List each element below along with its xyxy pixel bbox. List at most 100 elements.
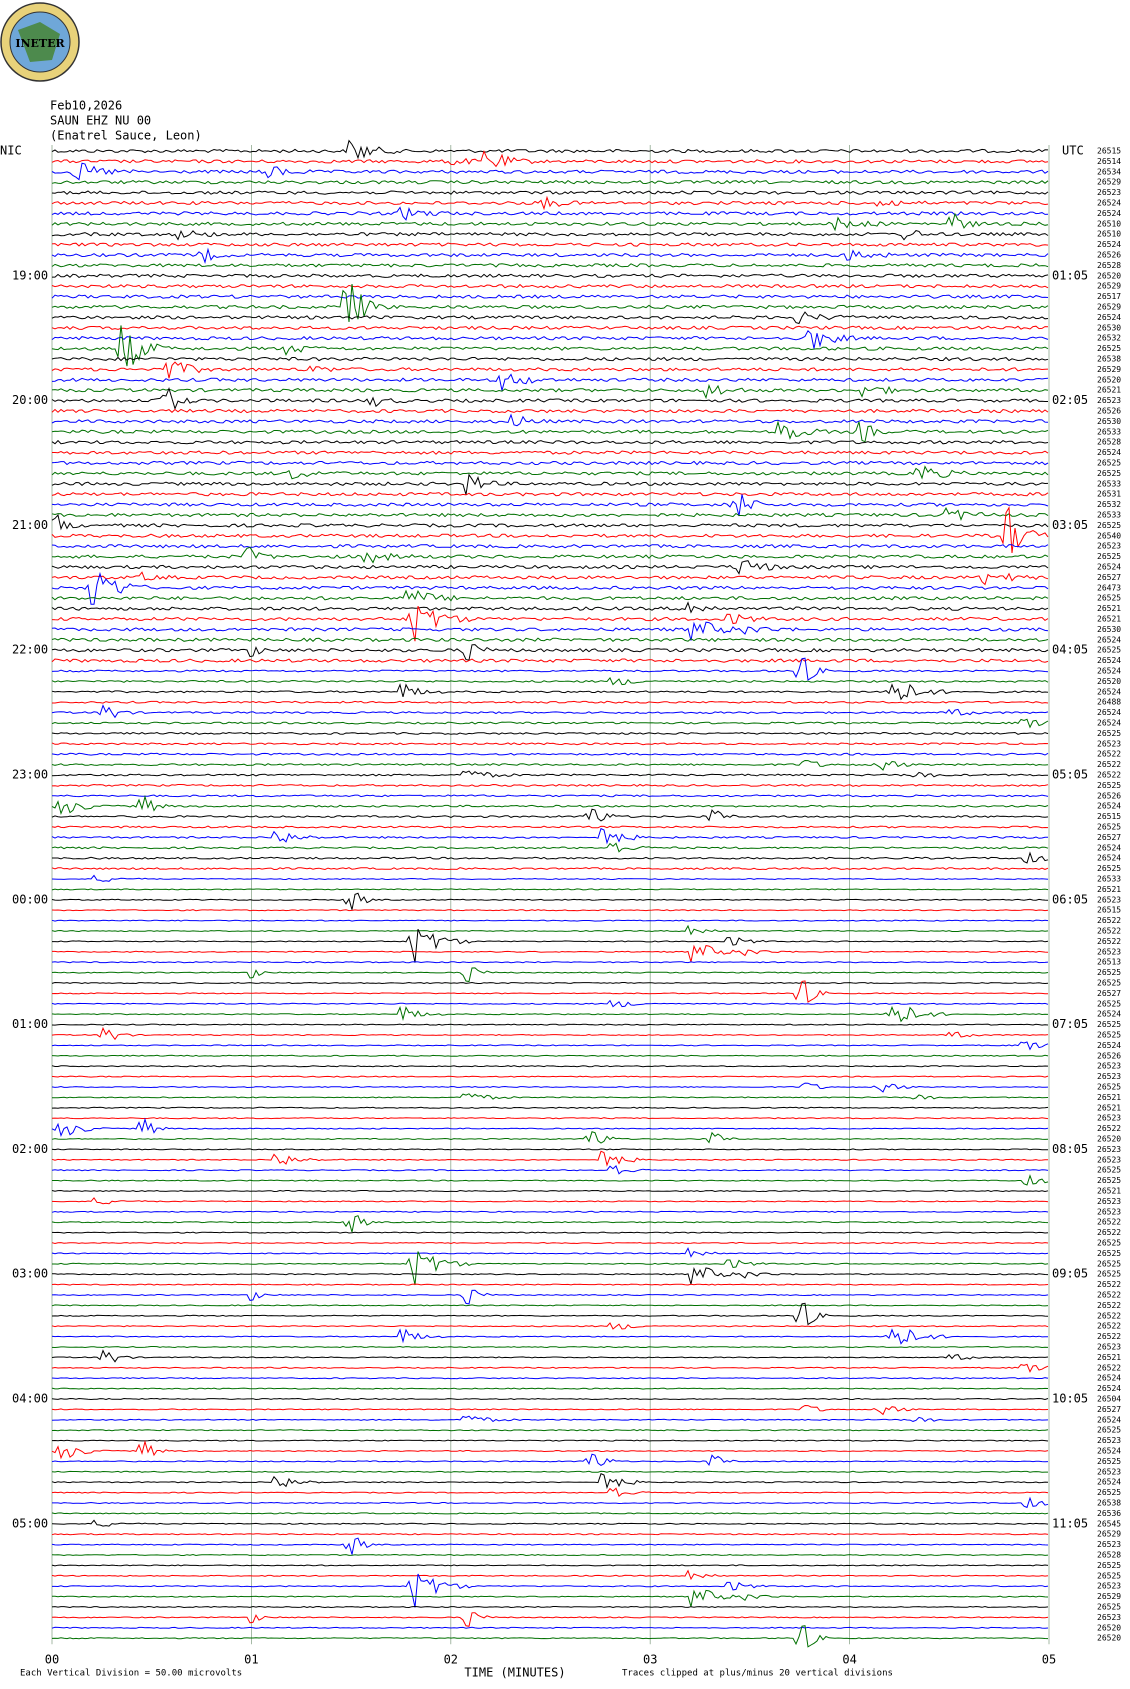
trace (51, 874, 1049, 882)
trace-value: 26517 (1097, 292, 1121, 301)
trace-value: 26523 (1097, 1207, 1121, 1216)
right-time: 09:05 (1052, 1267, 1088, 1281)
trace (51, 1215, 1049, 1233)
header-station: SAUN EHZ NU 00 (50, 114, 151, 128)
trace (51, 621, 1049, 641)
left-time: 21:00 (12, 518, 48, 532)
trace (51, 325, 1049, 331)
trace-value: 26525 (1097, 1488, 1121, 1497)
right-time: 04:05 (1052, 643, 1088, 657)
trace-value: 26524 (1097, 1384, 1121, 1393)
trace (51, 1322, 1049, 1330)
trace (51, 1345, 1049, 1349)
trace-value: 26521 (1097, 1353, 1121, 1362)
trace (51, 373, 1049, 391)
trace-value: 26515 (1097, 147, 1121, 156)
trace-value: 26524 (1097, 843, 1121, 852)
trace-value: 26520 (1097, 1135, 1121, 1144)
trace-value: 26521 (1097, 1187, 1121, 1196)
trace (51, 571, 1049, 586)
right-label: UTC (1062, 144, 1084, 158)
trace-value: 26525 (1097, 521, 1121, 530)
trace-value: 26523 (1097, 1197, 1121, 1206)
trace (51, 311, 1049, 325)
trace (51, 439, 1049, 445)
left-time: 23:00 (12, 768, 48, 782)
trace (51, 644, 1049, 661)
trace (51, 139, 1049, 160)
trace-value: 26529 (1097, 365, 1121, 374)
trace-value: 26531 (1097, 490, 1121, 499)
trace-value: 26522 (1097, 1124, 1121, 1133)
trace-value: 26525 (1097, 1239, 1121, 1248)
trace (51, 924, 1049, 936)
trace-value: 26524 (1097, 667, 1121, 676)
left-time: 20:00 (12, 393, 48, 407)
trace (51, 1131, 1049, 1144)
x-tick-label: 02 (444, 1653, 458, 1667)
left-time: 00:00 (12, 892, 48, 906)
trace-value: 26523 (1097, 895, 1121, 904)
trace (52, 273, 1049, 278)
trace-value: 26504 (1097, 1395, 1121, 1404)
trace-value: 26527 (1097, 833, 1121, 842)
trace-value: 26524 (1097, 199, 1121, 208)
trace-value: 26522 (1097, 937, 1121, 946)
trace (51, 473, 1049, 495)
trace (51, 981, 1049, 985)
trace-value: 26525 (1097, 344, 1121, 353)
trace-value: 26524 (1097, 854, 1121, 863)
trace (51, 242, 1049, 247)
trace-value: 26525 (1097, 552, 1121, 561)
trace (51, 212, 1049, 232)
trace (51, 460, 1049, 466)
trace-value: 26529 (1097, 282, 1121, 291)
trace (51, 1512, 1049, 1515)
trace (52, 1174, 1049, 1186)
left-time: 05:00 (12, 1516, 48, 1530)
header-date: Feb10,2026 (50, 99, 122, 113)
trace (51, 1165, 1049, 1175)
left-time: 02:00 (12, 1142, 48, 1156)
trace-value: 26524 (1097, 1478, 1121, 1487)
trace (52, 1589, 1049, 1607)
trace (51, 1349, 1049, 1363)
trace (51, 263, 1049, 268)
trace-value: 26523 (1097, 1114, 1121, 1123)
trace-value: 26513 (1097, 958, 1121, 967)
trace-value: 26524 (1097, 687, 1121, 696)
trace-value: 26525 (1097, 1561, 1121, 1570)
trace (51, 386, 1048, 411)
trace (52, 700, 1049, 704)
trace-value: 26525 (1097, 1270, 1121, 1279)
x-tick-label: 00 (45, 1653, 59, 1667)
trace-value: 26526 (1097, 407, 1121, 416)
trace (52, 1251, 1049, 1286)
trace-value: 26525 (1097, 1031, 1121, 1040)
trace (51, 731, 1049, 735)
left-label: NIC (0, 144, 22, 158)
trace (51, 1404, 1049, 1416)
trace (51, 1569, 1049, 1581)
trace-value: 26533 (1097, 875, 1121, 884)
trace (51, 465, 1049, 480)
trace (51, 589, 1049, 602)
trace (51, 1075, 1049, 1078)
trace-value: 26522 (1097, 916, 1121, 925)
trace-value: 26526 (1097, 251, 1121, 260)
trace (51, 492, 1049, 497)
trace (51, 206, 1049, 221)
header-location: (Enatrel Sauce, Leon) (50, 129, 202, 143)
trace-value: 26529 (1097, 303, 1121, 312)
trace (51, 1093, 1049, 1100)
trace (51, 507, 1049, 521)
trace (52, 1267, 1049, 1285)
trace-value: 26520 (1097, 271, 1121, 280)
trace-value: 26529 (1097, 178, 1121, 187)
trace-value: 26523 (1097, 739, 1121, 748)
trace (51, 1429, 1049, 1432)
trace (51, 1117, 1049, 1120)
trace-value: 26524 (1097, 1374, 1121, 1383)
trace (51, 1363, 1049, 1373)
trace-value: 26523 (1097, 1072, 1121, 1081)
